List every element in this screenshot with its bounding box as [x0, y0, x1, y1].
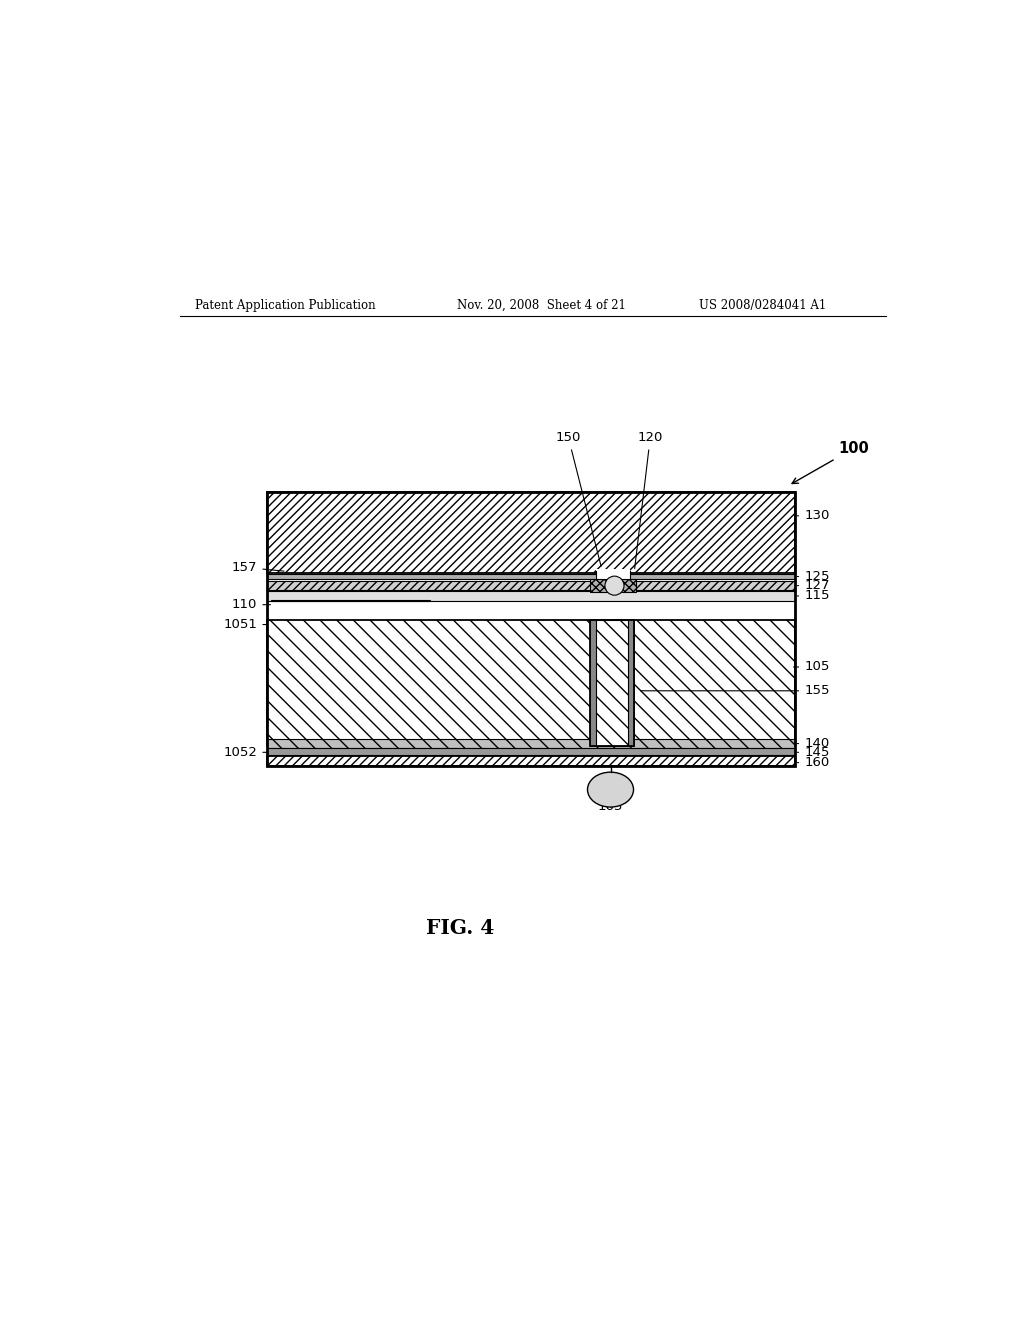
- Bar: [590, 579, 636, 591]
- Text: 157: 157: [231, 561, 284, 574]
- Text: 115: 115: [798, 590, 829, 602]
- Text: 165: 165: [598, 800, 624, 813]
- Text: FIG. 4: FIG. 4: [426, 919, 494, 939]
- Text: US 2008/0284041 A1: US 2008/0284041 A1: [699, 300, 826, 312]
- Bar: [629, 620, 634, 746]
- Bar: [267, 581, 795, 590]
- Bar: [267, 492, 795, 573]
- Text: 100: 100: [792, 441, 869, 483]
- Bar: [596, 620, 629, 746]
- Text: 105: 105: [794, 660, 829, 673]
- Text: 155: 155: [641, 684, 829, 697]
- Bar: [590, 620, 634, 746]
- Text: 160: 160: [798, 756, 829, 770]
- Text: 1052: 1052: [223, 746, 266, 759]
- Text: 130: 130: [798, 510, 829, 523]
- Bar: [596, 569, 630, 590]
- Bar: [267, 591, 795, 601]
- Text: 110: 110: [232, 598, 270, 611]
- Bar: [267, 620, 795, 746]
- Text: 125: 125: [798, 570, 829, 583]
- Bar: [267, 492, 795, 766]
- Ellipse shape: [588, 772, 634, 807]
- Text: 1051: 1051: [223, 618, 266, 631]
- Bar: [267, 574, 795, 579]
- Bar: [267, 748, 795, 755]
- Text: 145: 145: [798, 746, 829, 759]
- Text: 140: 140: [798, 737, 829, 750]
- Bar: [590, 620, 634, 746]
- Text: 127: 127: [798, 579, 829, 593]
- Circle shape: [605, 576, 624, 595]
- Text: Nov. 20, 2008  Sheet 4 of 21: Nov. 20, 2008 Sheet 4 of 21: [458, 300, 627, 312]
- Bar: [267, 739, 795, 748]
- Bar: [590, 620, 596, 746]
- Text: 120: 120: [635, 432, 663, 569]
- Text: 150: 150: [556, 432, 601, 566]
- Bar: [267, 756, 795, 766]
- Text: Patent Application Publication: Patent Application Publication: [196, 300, 376, 312]
